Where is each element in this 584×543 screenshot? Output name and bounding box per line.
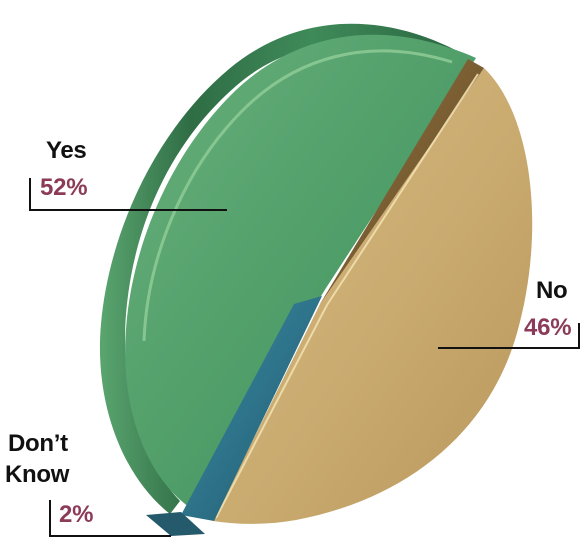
no-slice-highlight	[215, 73, 479, 519]
yes-slice-highlight	[142, 49, 453, 342]
yes-label: Yes	[46, 137, 87, 164]
dont-know-slice-base	[146, 512, 205, 536]
yes-leader-line	[29, 178, 227, 211]
dont-know-label-line-2: Know	[5, 461, 70, 488]
yes-slice	[125, 34, 476, 509]
yes-slice-rim	[99, 23, 465, 514]
no-slice-edge	[320, 59, 484, 304]
dont-know-leader-line	[49, 500, 171, 537]
no-leader-line	[438, 323, 580, 349]
dont-know-value-label: 2%	[59, 501, 94, 528]
no-value-label: 46%	[524, 314, 572, 341]
leader-lines	[29, 178, 580, 537]
dont-know-label-line-1: Don’t	[8, 430, 68, 457]
yes-value-label: 52%	[40, 174, 88, 201]
no-label: No	[536, 277, 568, 304]
dont-know-slice	[181, 296, 322, 521]
no-slice	[213, 68, 533, 524]
